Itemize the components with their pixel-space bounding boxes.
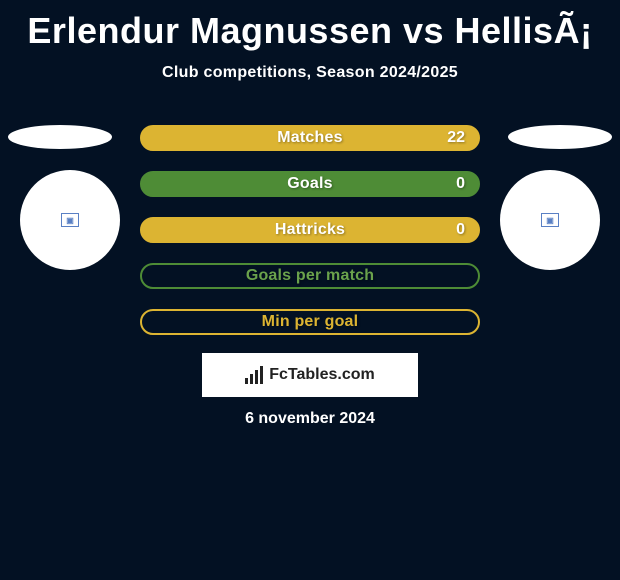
stat-bar-goals: Goals 0 — [140, 171, 480, 197]
placeholder-icon: ▣ — [541, 213, 559, 227]
bar-chart-icon — [245, 366, 263, 384]
stat-bars: Matches 22 Goals 0 Hattricks 0 Goals per… — [140, 125, 480, 355]
site-logo: FcTables.com — [202, 353, 418, 397]
page-subtitle: Club competitions, Season 2024/2025 — [0, 64, 620, 82]
stat-value: 0 — [456, 175, 465, 193]
stat-label: Min per goal — [262, 313, 359, 331]
left-team-circle: ▣ — [20, 170, 120, 270]
stat-value: 22 — [447, 129, 465, 147]
left-team-ellipse — [8, 125, 112, 149]
stat-label: Hattricks — [275, 221, 345, 239]
logo-text: FcTables.com — [269, 366, 375, 384]
stat-bar-matches: Matches 22 — [140, 125, 480, 151]
stat-bar-min-per-goal: Min per goal — [140, 309, 480, 335]
stat-label: Goals per match — [246, 267, 374, 285]
stat-value: 0 — [456, 221, 465, 239]
date-text: 6 november 2024 — [0, 410, 620, 428]
right-team-circle: ▣ — [500, 170, 600, 270]
right-team-ellipse — [508, 125, 612, 149]
placeholder-icon: ▣ — [61, 213, 79, 227]
stat-label: Goals — [287, 175, 332, 193]
stat-bar-hattricks: Hattricks 0 — [140, 217, 480, 243]
stat-label: Matches — [277, 129, 342, 147]
stat-bar-goals-per-match: Goals per match — [140, 263, 480, 289]
page-title: Erlendur Magnussen vs HellisÃ¡ — [0, 0, 620, 52]
